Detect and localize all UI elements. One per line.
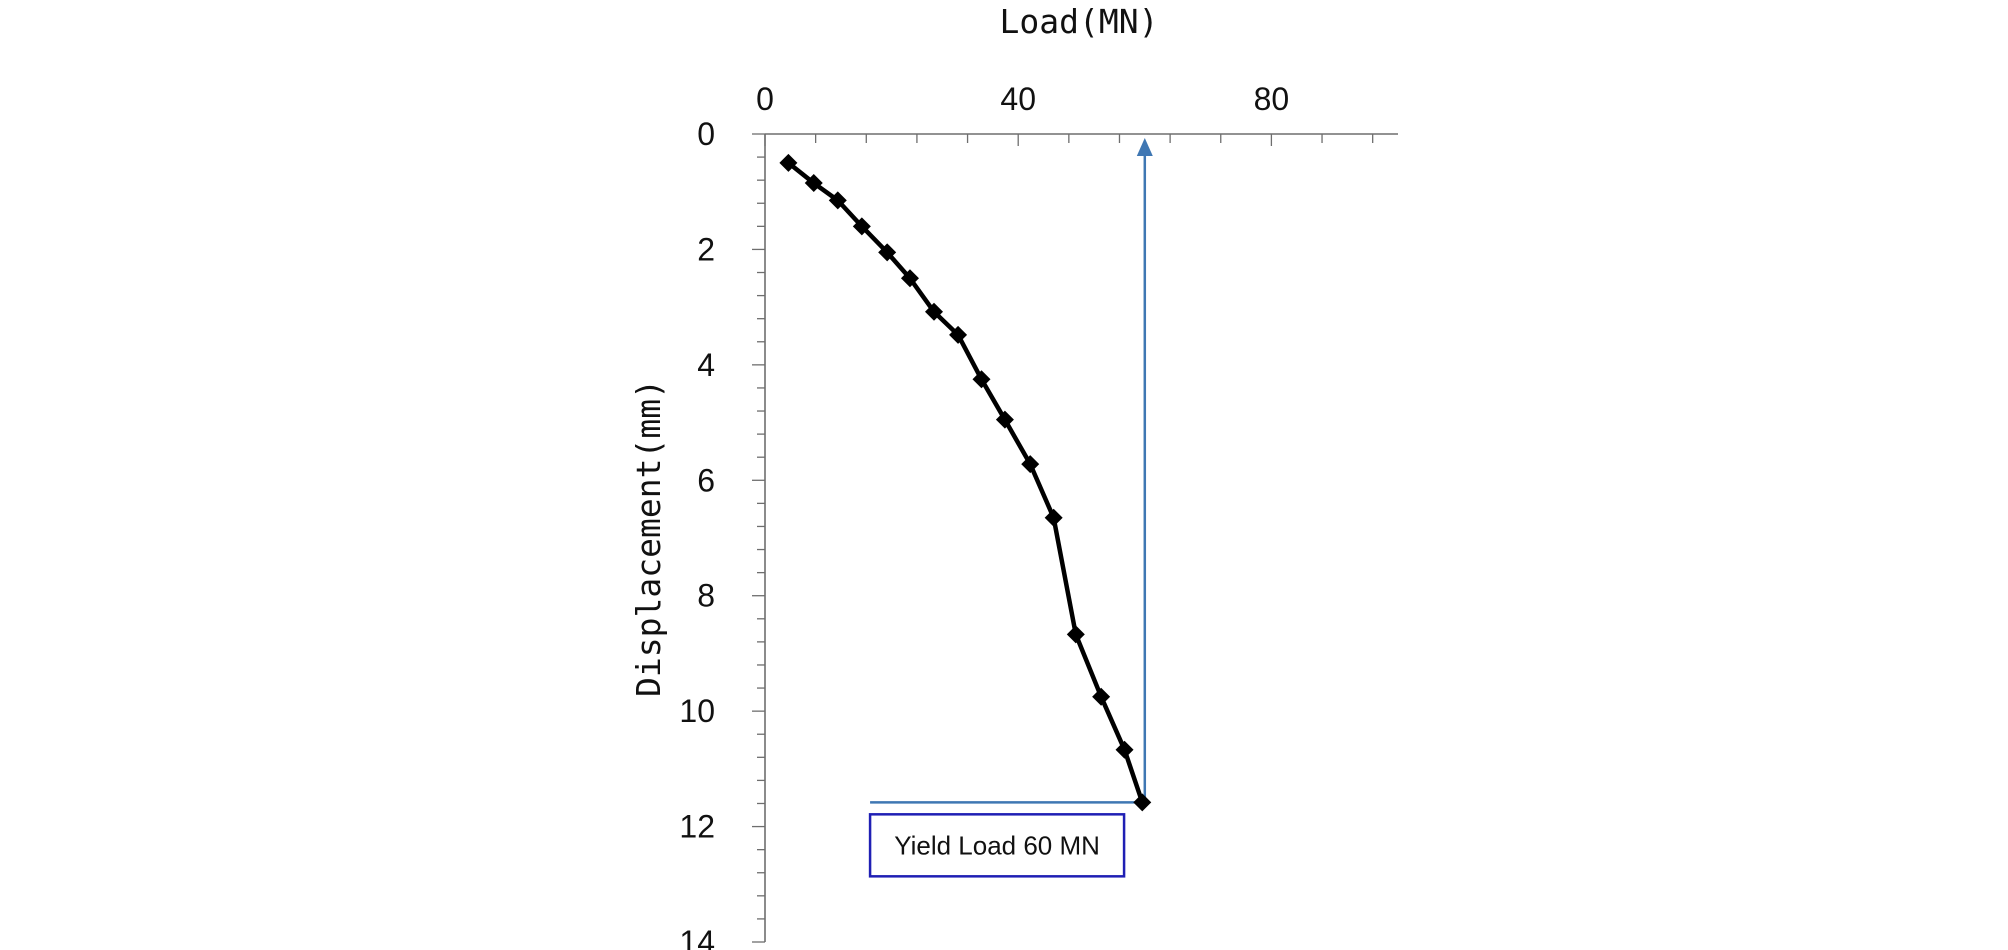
data-point-diamond	[900, 269, 919, 288]
data-point-diamond	[1021, 455, 1040, 474]
data-point-diamond	[804, 174, 823, 193]
y-tick-label: 10	[679, 693, 715, 729]
data-point-diamond	[949, 325, 968, 344]
data-point-diamond	[828, 191, 847, 210]
data-point-diamond	[878, 243, 897, 262]
x-tick-label: 0	[756, 81, 774, 117]
y-axis-title: Displacement(mm)	[629, 379, 668, 697]
data-point-diamond	[972, 370, 991, 389]
series-line	[786, 160, 1145, 805]
y-tick-label: 4	[697, 347, 715, 383]
yield-annotation-group: Yield Load 60 MN	[868, 138, 1153, 878]
axes-group: 0 40 80 0 2 4 6 8 10 12 14	[679, 81, 1398, 950]
yield-label-text: Yield Load 60 MN	[894, 830, 1100, 860]
x-tick-label: 40	[1000, 81, 1036, 117]
data-point-diamond	[1115, 740, 1134, 759]
data-point-diamond	[1066, 625, 1085, 644]
y-tick-label: 12	[679, 809, 715, 845]
y-tick-label: 0	[697, 116, 715, 152]
data-point-diamond	[779, 153, 798, 172]
series-group	[779, 153, 1152, 812]
y-tick-label: 6	[697, 462, 715, 498]
data-point-diamond	[995, 410, 1014, 429]
yield-label-box	[868, 813, 1126, 878]
data-point-diamond	[925, 302, 944, 321]
y-tick-label: 8	[697, 578, 715, 614]
y-tick-label: 14	[679, 924, 715, 950]
data-point-diamond	[1044, 508, 1063, 527]
x-tick-label: 80	[1254, 81, 1290, 117]
x-axis-title: Load(MN)	[1000, 2, 1159, 41]
y-tick-label: 2	[697, 231, 715, 267]
yield-arrow-icon	[1136, 138, 1153, 156]
data-point-diamond	[1133, 793, 1152, 812]
data-point-diamond	[1092, 687, 1111, 706]
data-point-diamond	[852, 217, 871, 236]
